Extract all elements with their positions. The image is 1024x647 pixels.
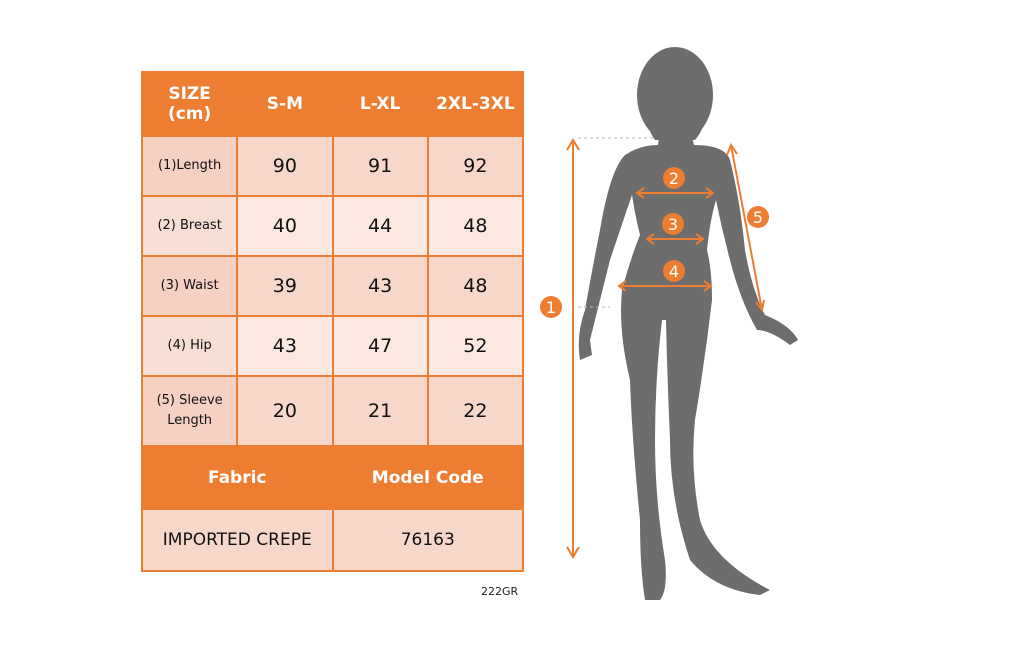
- marker-5-label: 5: [753, 208, 763, 227]
- cell: 21: [331, 375, 429, 447]
- row-label-line1: (5) Sleeve: [156, 393, 223, 408]
- row-label: (5) Sleeve Length: [140, 375, 239, 447]
- fabric-header: Fabric: [141, 445, 334, 510]
- product-code: 222GR: [481, 585, 519, 598]
- silhouette: [578, 47, 798, 600]
- header-row: SIZE (cm) S-M L-XL 2XL-3XL: [140, 71, 525, 137]
- marker-5: [747, 206, 769, 228]
- cell: 52: [426, 315, 525, 377]
- cell: 44: [331, 195, 429, 257]
- marker-3-label: 3: [668, 215, 678, 234]
- col-header: L-XL: [331, 71, 429, 137]
- table-row: (3) Waist 39 43 48: [140, 255, 525, 317]
- footer-header-row: Fabric Model Code: [141, 445, 524, 510]
- row-label: (4) Hip: [140, 315, 239, 377]
- footer-value-row: IMPORTED CREPE 76163: [141, 508, 524, 572]
- row-label: (1)Length: [140, 135, 239, 197]
- marker-4-label: 4: [669, 262, 679, 281]
- cell: 22: [426, 375, 525, 447]
- col-header: 2XL-3XL: [426, 71, 525, 137]
- table-row: (2) Breast 40 44 48: [140, 195, 525, 257]
- size-header-line1: SIZE: [168, 84, 211, 104]
- marker-1-label: 1: [546, 298, 556, 317]
- model-code-value: 76163: [331, 508, 524, 572]
- marker-1: [540, 296, 562, 318]
- cell: 91: [331, 135, 429, 197]
- measurement-markers: 1 2 3 4 5: [540, 167, 769, 318]
- marker-2: [663, 167, 685, 189]
- row-label-line2: Length: [167, 413, 213, 428]
- row-label: (3) Waist: [140, 255, 239, 317]
- body-measurement-figure: 1 2 3 4 5: [540, 47, 798, 600]
- cell: 48: [426, 195, 525, 257]
- model-code-header: Model Code: [331, 445, 524, 510]
- cell: 40: [236, 195, 334, 257]
- cell: 47: [331, 315, 429, 377]
- cell: 48: [426, 255, 525, 317]
- cell: 90: [236, 135, 334, 197]
- cell: 39: [236, 255, 334, 317]
- table-row: (4) Hip 43 47 52: [140, 315, 525, 377]
- marker-3: [662, 213, 684, 235]
- marker-2-label: 2: [669, 169, 679, 188]
- table-row: (5) Sleeve Length 20 21 22: [140, 375, 525, 447]
- size-chart-table: SIZE (cm) S-M L-XL 2XL-3XL (1)Length 90 9…: [140, 71, 525, 572]
- row-label: (2) Breast: [140, 195, 239, 257]
- fabric-value: IMPORTED CREPE: [141, 508, 334, 572]
- table-row: (1)Length 90 91 92: [140, 135, 525, 197]
- marker-4: [663, 260, 685, 282]
- cell: 43: [236, 315, 334, 377]
- size-header-line2: (cm): [167, 104, 212, 124]
- measurement-lines: [566, 137, 765, 559]
- cell: 43: [331, 255, 429, 317]
- col-header: S-M: [236, 71, 334, 137]
- cell: 92: [426, 135, 525, 197]
- size-header: SIZE (cm): [140, 71, 239, 137]
- cell: 20: [236, 375, 334, 447]
